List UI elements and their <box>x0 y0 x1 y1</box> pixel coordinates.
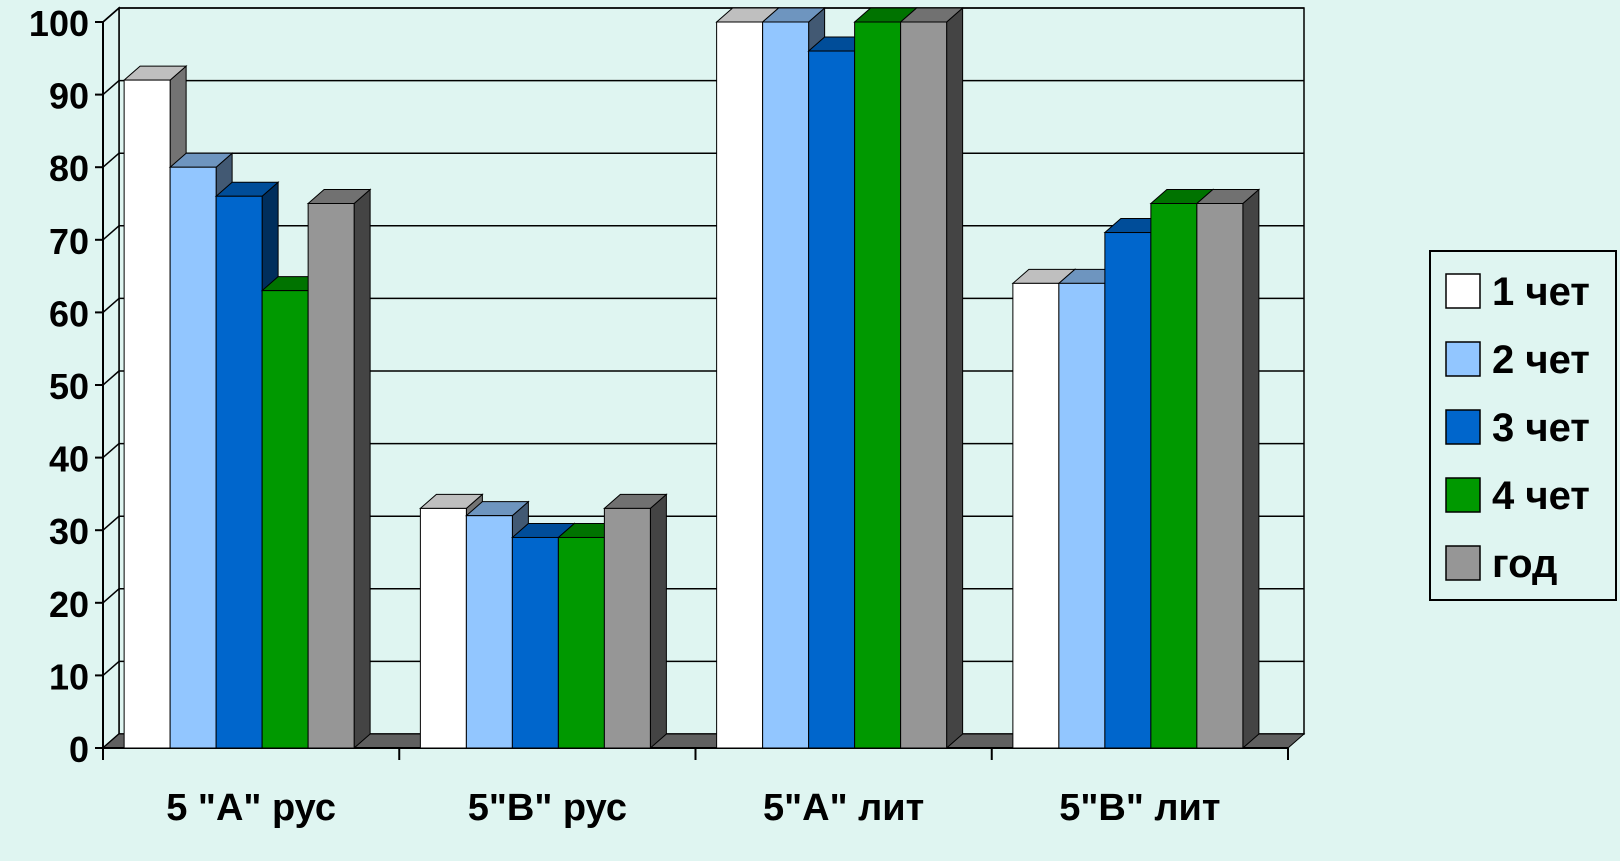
bar-side <box>649 493 667 750</box>
bar-front <box>900 21 948 749</box>
legend-swatch <box>1445 409 1481 445</box>
y-tick-label: 90 <box>49 76 89 117</box>
legend: 1 чет 2 чет 3 чет 4 чет год <box>1429 250 1617 601</box>
y-tick-label: 100 <box>29 3 89 44</box>
gridline-side <box>102 443 120 459</box>
x-tick-labels: 5 "А" рус 5"В" рус 5"А" лит 5"В" лит <box>166 787 1220 829</box>
bar-front <box>123 79 171 749</box>
legend-swatch <box>1445 545 1481 581</box>
y-tick-label: 20 <box>49 584 89 625</box>
bar-front <box>854 21 902 749</box>
bar-front <box>215 195 263 749</box>
y-tick-label: 70 <box>49 221 89 262</box>
legend-label: 4 чет <box>1492 474 1590 518</box>
gridline-side <box>102 370 120 386</box>
bar-front <box>1196 203 1244 749</box>
bar-front <box>557 536 605 749</box>
gridline-side <box>102 515 120 531</box>
bar <box>306 188 372 750</box>
bar <box>603 493 668 750</box>
gridline-side <box>102 152 120 168</box>
bar-front <box>1012 282 1060 749</box>
bar-front <box>762 21 810 749</box>
bar-front <box>716 21 764 749</box>
bar-front <box>808 50 856 749</box>
bar-front <box>603 507 651 749</box>
y-tick-label: 60 <box>49 293 89 334</box>
bar-front <box>1150 203 1198 749</box>
bar-front <box>419 507 467 749</box>
legend-swatch <box>1445 273 1481 309</box>
gridline-side <box>102 7 120 23</box>
legend-label: 2 чет <box>1492 338 1590 382</box>
bar <box>899 6 964 750</box>
bar-front <box>1058 282 1106 749</box>
y-tick-label: 0 <box>69 729 89 770</box>
gridline-side <box>102 297 120 313</box>
x-tick-label: 5 "А" рус <box>166 787 336 829</box>
y-tick-label: 40 <box>49 439 89 480</box>
bar <box>1011 268 1077 750</box>
x-tick-label: 5"А" лит <box>763 787 924 829</box>
y-tick-label: 50 <box>49 366 89 407</box>
y-tick-label: 10 <box>49 656 89 697</box>
y-tick-labels: 0 10 20 30 40 50 60 70 80 90 100 <box>29 3 89 770</box>
legend-label: 3 чет <box>1492 406 1590 450</box>
bar <box>1195 188 1261 750</box>
gridline-side <box>102 588 120 604</box>
bar-front <box>1104 232 1152 749</box>
legend-swatch <box>1445 341 1481 377</box>
bar-side <box>353 188 371 750</box>
legend-swatch <box>1445 477 1481 513</box>
y-tick-label: 80 <box>49 148 89 189</box>
bar-front <box>307 203 355 749</box>
legend-label: год <box>1492 542 1557 586</box>
gridline-side <box>102 80 120 96</box>
bar-front <box>465 515 513 749</box>
gridline-side <box>102 660 120 676</box>
bar-side <box>946 6 964 750</box>
x-tick-label: 5"В" рус <box>468 787 627 829</box>
bar-side <box>1242 188 1260 750</box>
gridline-side <box>102 225 120 241</box>
x-tick-label: 5"В" лит <box>1059 787 1220 829</box>
bars <box>122 6 1261 750</box>
legend-label: 1 чет <box>1492 270 1590 314</box>
y-tick-label: 30 <box>49 511 89 552</box>
bar-front <box>261 290 309 749</box>
bar-front <box>169 166 217 749</box>
bar-front <box>511 536 559 749</box>
